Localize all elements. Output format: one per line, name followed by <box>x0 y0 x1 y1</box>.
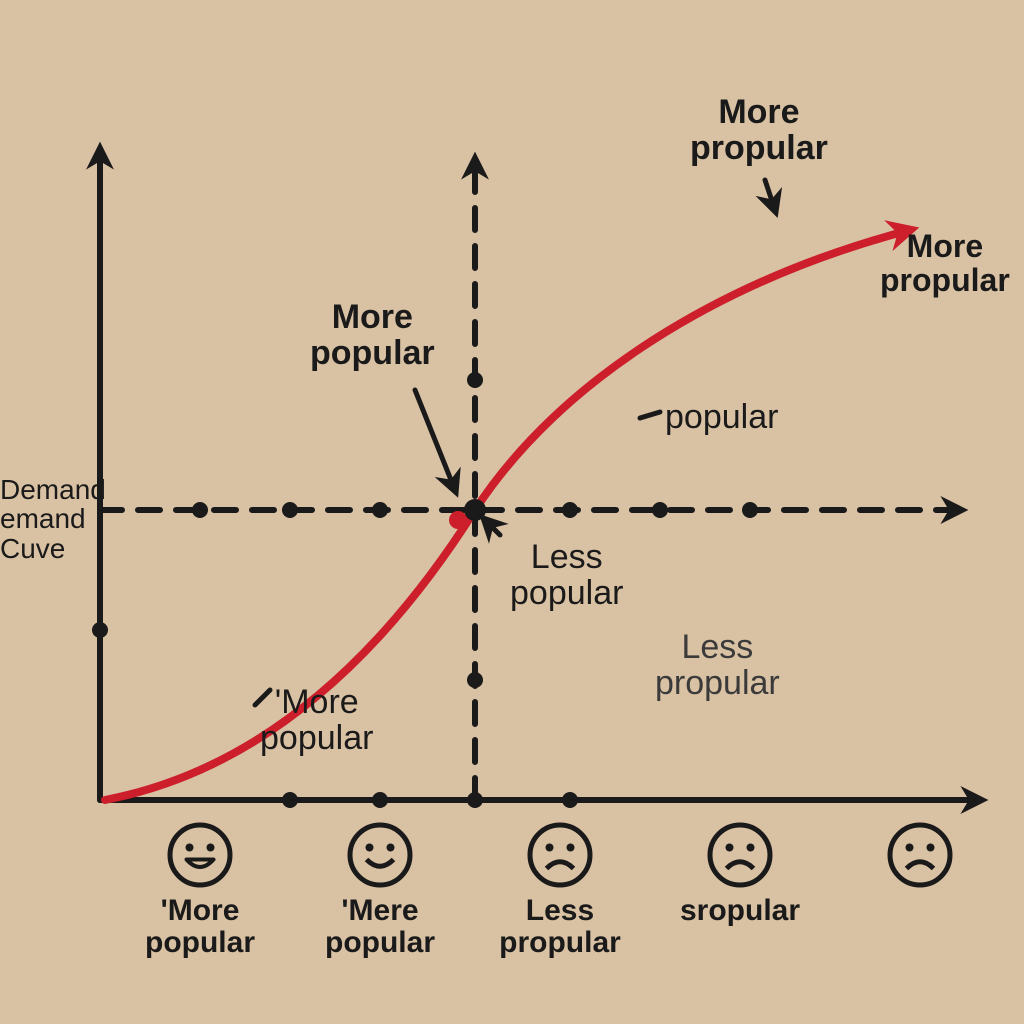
x-axis-label-x1: 'More popular <box>120 895 280 958</box>
annotation-top-right-1: More propular <box>690 95 828 166</box>
x-axis-label-x2: 'Mere popular <box>300 895 460 958</box>
annotation-center-top: More popular <box>310 300 435 371</box>
annotation-top-right-2: More propular <box>880 230 1010 297</box>
annotation-right-less: Less propular <box>655 630 780 701</box>
chart-svg <box>0 0 1024 1024</box>
y-axis-label: Demand emand Cuve <box>0 475 106 563</box>
x-axis-label-x4: sropular <box>660 895 820 927</box>
annotation-right-mid: popular <box>665 400 778 436</box>
annotation-lower-left: 'More popular <box>260 685 373 756</box>
chart-stage: Demand emand Cuve More propular More propu… <box>0 0 1024 1024</box>
x-axis-label-x3: Less propular <box>480 895 640 958</box>
annotation-center-less: Less popular <box>510 540 623 611</box>
